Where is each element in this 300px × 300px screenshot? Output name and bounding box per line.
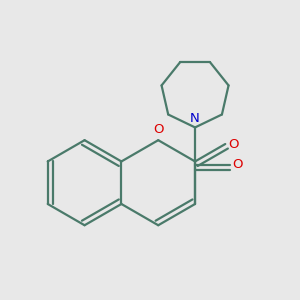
Text: O: O bbox=[154, 123, 164, 136]
Text: N: N bbox=[190, 112, 200, 125]
Text: O: O bbox=[228, 138, 238, 151]
Text: O: O bbox=[232, 158, 243, 171]
